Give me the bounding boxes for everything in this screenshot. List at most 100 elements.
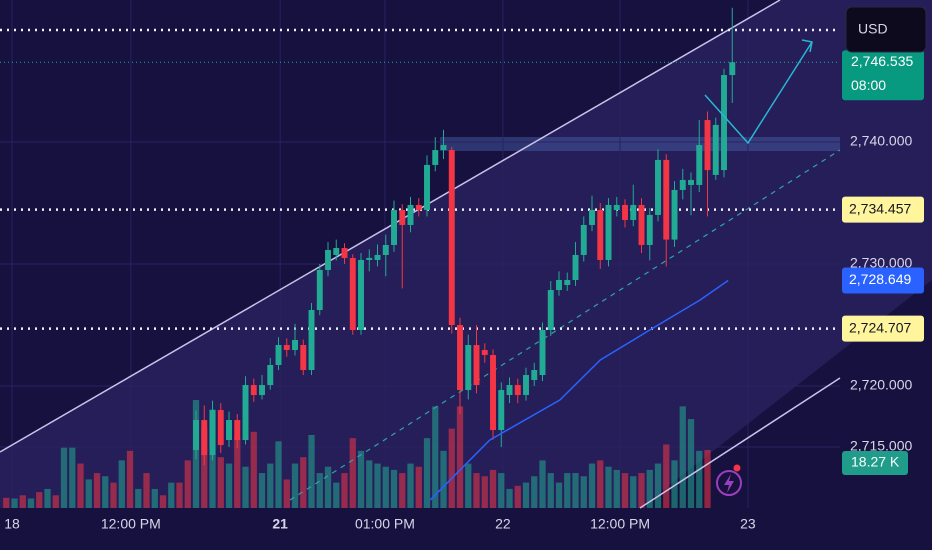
candle-body xyxy=(234,420,241,441)
price-countdown: 08:00 xyxy=(851,77,886,93)
candle-body xyxy=(729,62,736,76)
candle-body xyxy=(358,259,364,331)
candle-body xyxy=(448,150,455,326)
volume-bar xyxy=(382,466,389,508)
volume-bar xyxy=(135,488,142,508)
volume-bar xyxy=(225,463,233,508)
currency-button[interactable] xyxy=(845,6,927,53)
channel-mid xyxy=(289,149,841,501)
volume-bar xyxy=(151,488,158,508)
projection-arrow xyxy=(801,39,813,53)
volume-bar xyxy=(638,473,645,508)
candle-body xyxy=(226,420,232,441)
volume-bar xyxy=(473,473,480,508)
volume-bar xyxy=(531,476,538,508)
volume-bar xyxy=(696,450,703,508)
volume-bar xyxy=(498,473,505,508)
alert-bolt xyxy=(724,474,734,493)
volume-bar xyxy=(250,431,257,508)
volume-bar xyxy=(300,457,307,508)
volume-bar xyxy=(481,476,488,508)
level-label: 2,724.707 xyxy=(849,319,911,335)
alert-icon[interactable] xyxy=(716,470,742,496)
candle-body xyxy=(490,355,496,431)
candle-body xyxy=(407,204,414,225)
volume-bar xyxy=(646,469,653,508)
volume-bar xyxy=(440,450,447,508)
volume-bar xyxy=(234,438,241,508)
candle-body xyxy=(275,345,282,366)
volume-bar xyxy=(580,476,587,508)
candle-body xyxy=(424,164,430,210)
candle-body xyxy=(547,289,554,331)
price-label-box xyxy=(842,50,924,101)
volume-bar xyxy=(316,473,323,508)
candle-body xyxy=(712,124,719,175)
candle-body xyxy=(514,385,521,396)
candle-body xyxy=(308,309,315,371)
candle-body xyxy=(292,340,298,351)
volume-bar xyxy=(333,482,340,508)
candle-body xyxy=(465,345,472,391)
candle-body xyxy=(391,209,397,245)
volume-label-box xyxy=(842,451,908,475)
candle-body xyxy=(572,254,579,280)
candle-body xyxy=(283,345,290,351)
candle-body xyxy=(523,375,529,396)
candle-body xyxy=(399,209,406,225)
x-tick-label: 12:00 PM xyxy=(101,516,161,532)
volume-bar xyxy=(77,463,84,508)
volume-bar xyxy=(102,476,109,508)
candle-body xyxy=(556,279,562,290)
candle-body xyxy=(597,209,604,260)
volume-bar xyxy=(597,460,604,508)
candle-body xyxy=(325,249,331,270)
volume-bar xyxy=(514,485,521,508)
volume-bar xyxy=(118,460,125,508)
volume-bar xyxy=(36,492,43,508)
volume-bar xyxy=(654,463,662,508)
moving-average xyxy=(429,279,729,501)
volume-bar xyxy=(143,473,150,508)
channel-upper xyxy=(0,0,781,453)
volume-bar xyxy=(184,460,191,508)
volume-bar xyxy=(44,488,51,508)
volume-bar xyxy=(349,438,356,508)
volume-bar xyxy=(572,473,579,508)
volume-bar xyxy=(275,441,282,508)
candle-body xyxy=(440,145,447,151)
ma-label: 2,728.649 xyxy=(849,271,911,287)
x-tick-label: 21 xyxy=(272,516,288,532)
level-label-box xyxy=(842,196,924,223)
volume-bar xyxy=(547,473,554,508)
y-tick-label: 2,740.000 xyxy=(850,133,912,149)
candle-body xyxy=(457,325,463,391)
volume-bar xyxy=(588,463,596,508)
candle-body xyxy=(663,159,670,240)
candle-body xyxy=(704,120,711,171)
candle-body xyxy=(374,254,381,260)
candle-body xyxy=(300,345,307,371)
candle-body xyxy=(316,269,323,310)
candle-body xyxy=(638,204,645,245)
volume-bar xyxy=(52,495,59,508)
volume-bar xyxy=(506,488,513,508)
volume-bar xyxy=(176,482,183,508)
volume-bar xyxy=(27,498,35,508)
level-label: 2,734.457 xyxy=(849,200,911,216)
x-tick-label: 12:00 PM xyxy=(590,516,650,532)
candle-body xyxy=(242,385,249,441)
volume-bar xyxy=(679,406,686,508)
candle-body xyxy=(259,385,265,396)
candle-body xyxy=(696,145,703,185)
volume-bar xyxy=(308,434,315,508)
currency: USD xyxy=(858,21,888,37)
candle-body xyxy=(622,204,628,220)
volume-bar xyxy=(630,476,637,508)
volume-bar xyxy=(704,449,711,508)
volume-bar xyxy=(522,482,530,508)
candle-body xyxy=(506,385,513,396)
candle-body xyxy=(415,204,422,210)
